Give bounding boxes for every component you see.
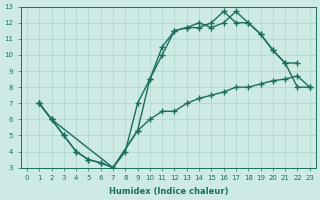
X-axis label: Humidex (Indice chaleur): Humidex (Indice chaleur): [108, 187, 228, 196]
